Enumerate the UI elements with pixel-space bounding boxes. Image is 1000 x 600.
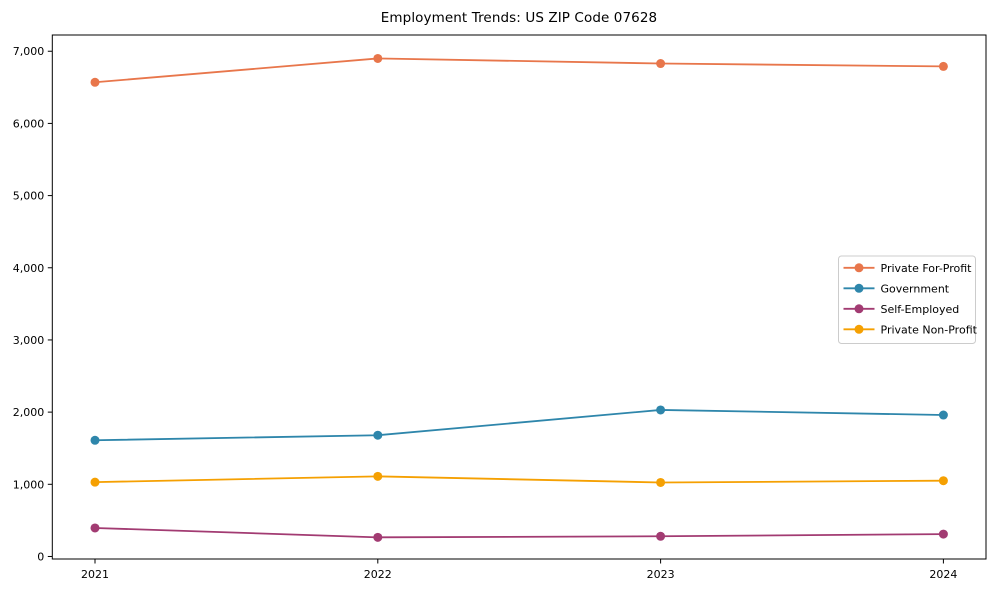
y-tick-label: 7,000 — [13, 45, 45, 58]
y-tick-label: 1,000 — [13, 478, 45, 491]
data-point-private-for-profit-2021 — [90, 77, 100, 87]
plot-border — [51, 34, 987, 560]
x-tick-label: 2022 — [364, 568, 392, 581]
y-tick-label: 3,000 — [13, 334, 45, 347]
legend-item-private-non-profit: Private Non-Profit — [843, 323, 978, 336]
legend-marker-dot-private-for-profit — [854, 263, 864, 273]
y-tick-label: 0 — [37, 550, 44, 563]
data-point-private-non-profit-2021 — [90, 477, 100, 487]
chart-title: Employment Trends: US ZIP Code 07628 — [380, 10, 658, 26]
y-tick-label: 5,000 — [13, 190, 45, 203]
y-tick-label: 6,000 — [13, 117, 45, 130]
legend-label-government: Government — [881, 282, 950, 295]
legend: Private For-Profit Government Self-Employe… — [838, 255, 978, 344]
legend-label-self-employed: Self-Employed — [881, 303, 960, 316]
data-point-private-non-profit-2023 — [656, 477, 666, 487]
legend-label-private-for-profit: Private For-Profit — [881, 262, 973, 275]
x-tick-label: 2021 — [81, 568, 109, 581]
legend-marker-dot-government — [854, 283, 864, 293]
y-tick-label: 2,000 — [13, 406, 45, 419]
series-line-government — [94, 409, 944, 442]
data-point-self-employed-2022 — [373, 532, 383, 542]
series-line-self-employed — [94, 527, 944, 539]
data-point-private-for-profit-2023 — [656, 59, 666, 69]
y-tick-label: 4,000 — [13, 262, 45, 275]
legend-marker-dot-self-employed — [854, 304, 864, 314]
series-line-private-non-profit — [94, 475, 944, 484]
data-point-private-for-profit-2022 — [373, 53, 383, 63]
data-point-government-2023 — [656, 405, 666, 415]
data-point-government-2022 — [373, 430, 383, 440]
data-point-private-for-profit-2024 — [938, 61, 948, 71]
data-point-self-employed-2021 — [90, 523, 100, 533]
legend-label-private-non-profit: Private Non-Profit — [881, 323, 978, 336]
x-tick-label: 2024 — [929, 568, 957, 581]
x-tick-label: 2023 — [647, 568, 675, 581]
data-point-private-non-profit-2024 — [938, 476, 948, 486]
legend-item-self-employed: Self-Employed — [843, 303, 960, 316]
data-point-private-non-profit-2022 — [373, 471, 383, 481]
legend-item-private-for-profit: Private For-Profit — [843, 262, 973, 275]
data-point-self-employed-2024 — [938, 529, 948, 539]
data-point-government-2024 — [938, 410, 948, 420]
series-line-private-for-profit — [94, 57, 944, 84]
legend-item-government: Government — [843, 282, 950, 295]
legend-box — [838, 255, 976, 344]
data-point-government-2021 — [90, 435, 100, 445]
legend-marker-dot-private-non-profit — [854, 324, 864, 334]
data-point-self-employed-2023 — [656, 531, 666, 541]
